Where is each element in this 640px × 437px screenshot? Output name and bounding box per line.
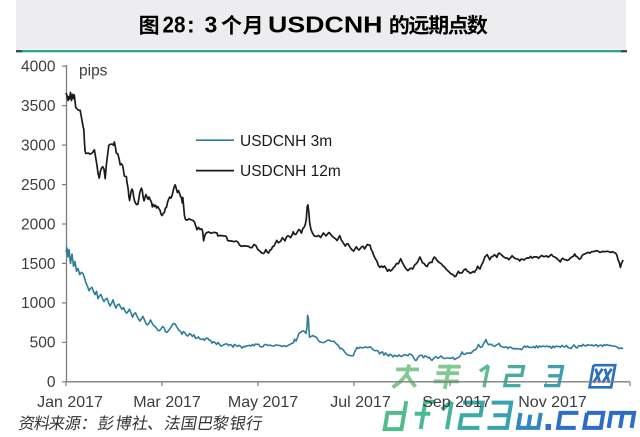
- svg-text:pips: pips: [79, 63, 108, 80]
- svg-text:3000: 3000: [21, 137, 56, 154]
- svg-text:Jul 2017: Jul 2017: [330, 394, 391, 411]
- svg-text:0: 0: [47, 374, 56, 391]
- svg-text:Mar 2017: Mar 2017: [133, 394, 201, 411]
- svg-text:May 2017: May 2017: [228, 394, 298, 411]
- svg-text:Sep 2017: Sep 2017: [422, 394, 491, 411]
- svg-text:Nov 2017: Nov 2017: [518, 394, 587, 411]
- svg-text:500: 500: [30, 335, 56, 352]
- svg-text:3500: 3500: [21, 98, 56, 115]
- svg-text:Jan 2017: Jan 2017: [37, 394, 103, 411]
- svg-text:2500: 2500: [21, 177, 56, 194]
- svg-text:USDCNH 12m: USDCNH 12m: [240, 163, 341, 180]
- svg-text::: :: [187, 12, 195, 38]
- svg-text:2000: 2000: [21, 216, 56, 233]
- svg-text:USDCNH: USDCNH: [268, 12, 383, 38]
- svg-text:1500: 1500: [21, 256, 56, 273]
- svg-text:3: 3: [205, 12, 218, 38]
- svg-text:USDCNH 3m: USDCNH 3m: [240, 133, 332, 150]
- svg-text:28: 28: [163, 12, 186, 38]
- svg-text:1000: 1000: [21, 295, 56, 312]
- svg-text:4000: 4000: [21, 59, 56, 76]
